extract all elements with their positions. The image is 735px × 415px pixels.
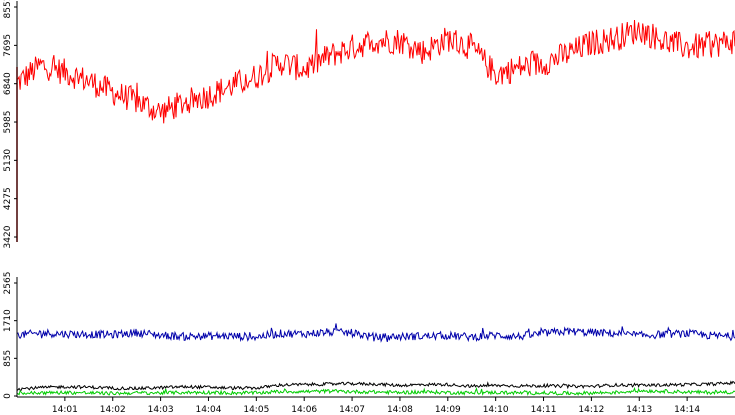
x-tick-label: 14:04	[195, 405, 221, 415]
axis-layer: 3420 4275 5130 5985 6840 7695 8551 0 855 1710 2565…	[3, 0, 735, 415]
x-tick-label: 14:06	[291, 405, 317, 415]
x-tick-label: 14:11	[531, 405, 557, 415]
series-line-2	[16, 323, 735, 343]
x-tick-label: 14:13	[626, 405, 652, 415]
lower-y-label: 1710	[3, 309, 13, 332]
upper-y-label: 4275	[3, 187, 13, 210]
x-tick-label: 14:03	[148, 405, 174, 415]
series-line-1	[16, 19, 735, 124]
upper-y-label: 6840	[3, 72, 13, 95]
series-layer	[16, 19, 735, 396]
series-line-4	[16, 386, 735, 396]
x-tick-label: 14:01	[52, 405, 78, 415]
upper-y-label: 8551	[3, 0, 13, 18]
x-tick-label: 14:08	[387, 405, 413, 415]
upper-y-label: 5985	[3, 111, 13, 134]
x-tick-label: 14:02	[100, 405, 126, 415]
series-line-3	[16, 380, 735, 391]
x-tick-label: 14:12	[578, 405, 604, 415]
x-tick-label: 14:09	[435, 405, 461, 415]
lower-y-label: 0	[3, 393, 13, 399]
x-tick-label: 14:07	[339, 405, 365, 415]
upper-y-label: 3420	[3, 225, 13, 248]
x-tick-label: 14:14	[674, 405, 700, 415]
x-tick-label: 14:05	[243, 405, 269, 415]
upper-y-label: 5130	[3, 149, 13, 172]
upper-y-label: 7695	[3, 34, 13, 57]
lower-y-label: 855	[3, 350, 13, 367]
x-tick-label: 14:10	[483, 405, 509, 415]
lower-y-label: 2565	[3, 272, 13, 295]
